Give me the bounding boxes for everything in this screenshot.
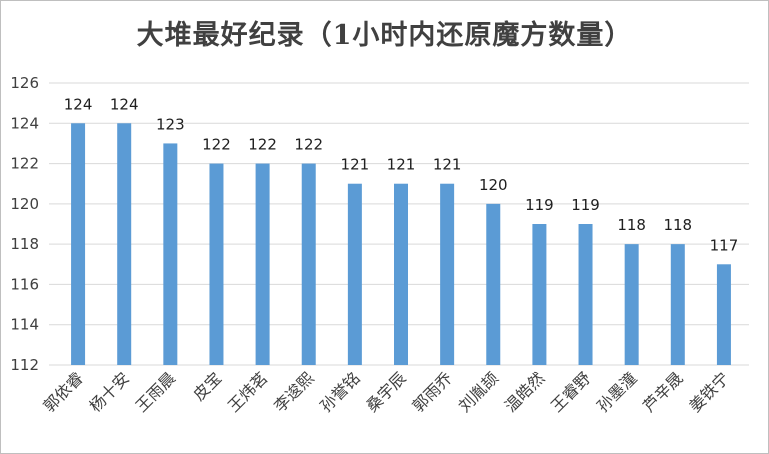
- y-tick-label: 114: [10, 316, 39, 334]
- bar: [117, 123, 132, 366]
- bar: [624, 244, 639, 365]
- bar: [716, 264, 731, 365]
- y-tick-label: 116: [10, 275, 39, 293]
- y-tick-label: 126: [10, 74, 39, 92]
- bar: [394, 183, 408, 365]
- bar: [670, 244, 685, 365]
- category-label: 芦辛晟: [639, 368, 686, 415]
- data-label: 121: [341, 156, 370, 174]
- category-label: 孙墨潼: [593, 368, 640, 415]
- category-label: 李逡熙: [270, 368, 317, 415]
- data-label: 120: [479, 176, 508, 194]
- bar: [440, 183, 455, 365]
- data-label: 122: [294, 136, 323, 154]
- category-label: 郭依睿: [40, 368, 87, 415]
- data-label: 121: [433, 156, 462, 174]
- category-label: 杨十安: [86, 368, 133, 415]
- bar: [486, 203, 501, 365]
- category-label: 孙誉铭: [316, 368, 363, 415]
- category-label: 王睿野: [547, 368, 594, 415]
- category-label: 温皓然: [501, 368, 548, 415]
- data-label: 119: [525, 196, 554, 214]
- data-label: 118: [617, 216, 646, 234]
- bar: [163, 143, 178, 365]
- y-tick-label: 112: [10, 356, 39, 374]
- data-label: 117: [710, 236, 739, 254]
- category-label: 王雨晨: [132, 368, 179, 415]
- bar: [347, 183, 362, 365]
- y-tick-label: 120: [10, 195, 39, 213]
- category-label: 王炜茗: [224, 368, 271, 415]
- data-label: 118: [663, 216, 692, 234]
- category-label: 郭雨乔: [409, 368, 456, 415]
- data-label: 119: [571, 196, 600, 214]
- y-tick-label: 124: [10, 114, 39, 132]
- data-label: 123: [156, 115, 185, 133]
- data-label: 124: [64, 95, 93, 113]
- data-label: 121: [387, 156, 416, 174]
- bar: [71, 123, 86, 366]
- bar: [255, 163, 270, 365]
- bar: [578, 224, 593, 365]
- category-label: 姜铁宁: [685, 368, 732, 415]
- category-label: 皮宝: [189, 368, 225, 404]
- bar: [301, 163, 316, 365]
- data-label: 124: [110, 95, 139, 113]
- data-label: 122: [202, 136, 231, 154]
- data-label: 122: [248, 136, 277, 154]
- bar: [532, 224, 547, 365]
- category-label: 桑宇辰: [362, 368, 409, 415]
- category-label: 刘胤颉: [455, 368, 502, 415]
- chart-title: 大堆最好纪录（1小时内还原魔方数量）: [136, 20, 633, 51]
- y-tick-label: 122: [10, 155, 39, 173]
- y-tick-label: 118: [10, 235, 39, 253]
- bar: [209, 163, 224, 365]
